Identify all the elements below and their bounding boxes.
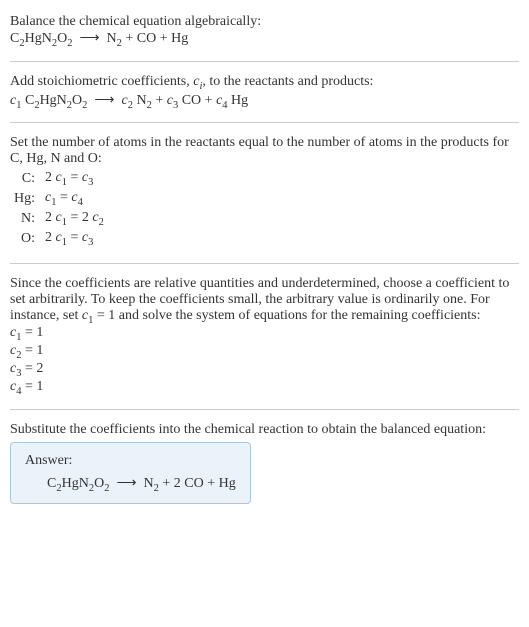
stoich-text: Add stoichiometric coefficients, ci, to …	[10, 74, 519, 92]
element-label: N:	[10, 209, 41, 229]
solve-section: Since the coefficients are relative quan…	[10, 270, 519, 403]
intro-equation: C2HgN2O2 ⟶ N2 + CO + Hg	[10, 30, 519, 49]
coeff-line: c1 = 1	[10, 325, 519, 343]
atoms-table: C: 2 c1 = c3 Hg: c1 = c4 N: 2 c1 = 2 c2 …	[10, 169, 108, 248]
coeff-line: c2 = 1	[10, 343, 519, 361]
element-equation: 2 c1 = c3	[41, 169, 108, 189]
element-label: Hg:	[10, 189, 41, 209]
table-row: Hg: c1 = c4	[10, 189, 108, 209]
stoich-equation: c1 C2HgN2O2 ⟶ c2 N2 + c3 CO + c4 Hg	[10, 92, 519, 111]
table-row: C: 2 c1 = c3	[10, 169, 108, 189]
subst-section: Substitute the coefficients into the che…	[10, 416, 519, 511]
coeff-line: c3 = 2	[10, 361, 519, 379]
divider	[10, 61, 519, 62]
atoms-text: Set the number of atoms in the reactants…	[10, 135, 519, 167]
divider	[10, 263, 519, 264]
intro-text: Balance the chemical equation algebraica…	[10, 14, 519, 30]
element-label: O:	[10, 229, 41, 249]
element-label: C:	[10, 169, 41, 189]
coeff-line: c4 = 1	[10, 379, 519, 397]
subst-text: Substitute the coefficients into the che…	[10, 422, 519, 438]
atoms-section: Set the number of atoms in the reactants…	[10, 129, 519, 256]
answer-box: Answer: C2HgN2O2 ⟶ N2 + 2 CO + Hg	[10, 442, 251, 505]
stoich-section: Add stoichiometric coefficients, ci, to …	[10, 68, 519, 117]
table-row: N: 2 c1 = 2 c2	[10, 209, 108, 229]
solve-text: Since the coefficients are relative quan…	[10, 276, 519, 326]
divider	[10, 409, 519, 410]
element-equation: 2 c1 = c3	[41, 229, 108, 249]
intro-section: Balance the chemical equation algebraica…	[10, 8, 519, 55]
answer-equation: C2HgN2O2 ⟶ N2 + 2 CO + Hg	[25, 475, 236, 494]
divider	[10, 122, 519, 123]
table-row: O: 2 c1 = c3	[10, 229, 108, 249]
answer-label: Answer:	[25, 453, 236, 469]
element-equation: c1 = c4	[41, 189, 108, 209]
element-equation: 2 c1 = 2 c2	[41, 209, 108, 229]
